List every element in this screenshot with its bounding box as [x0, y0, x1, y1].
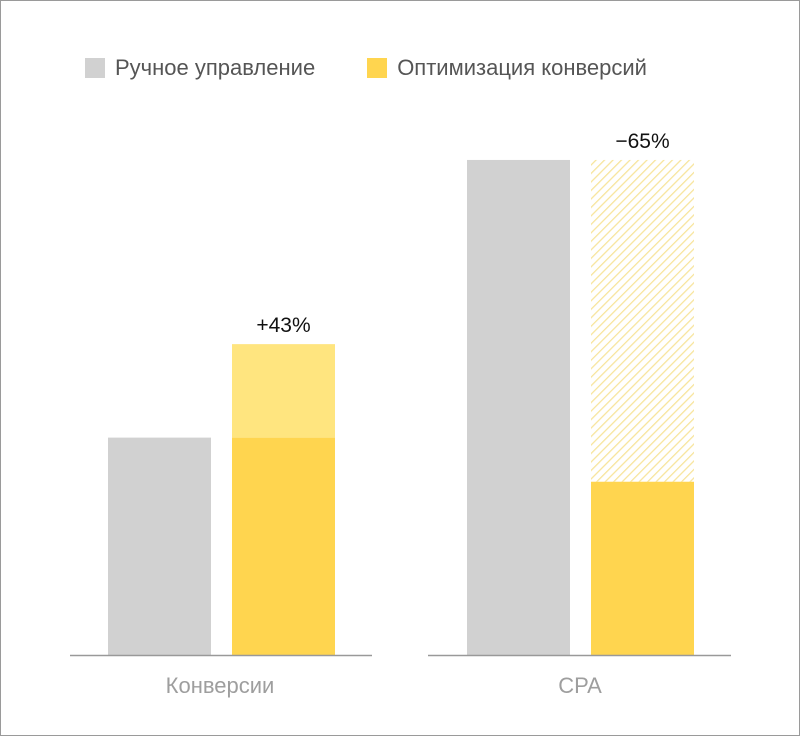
category-label-0: Конверсии: [166, 673, 275, 698]
bar-optimization-base-0: [232, 437, 335, 655]
change-label-0: +43%: [256, 314, 310, 337]
legend-label-manual: Ручное управление: [115, 55, 316, 80]
legend-label-optimization: Оптимизация конверсий: [397, 55, 647, 80]
legend-item-optimization: Оптимизация конверсий: [367, 55, 647, 81]
bar-manual-0: [108, 437, 211, 655]
legend-swatch-optimization: [367, 58, 388, 78]
category-label-1: CPA: [558, 673, 602, 698]
bar-optimization-1: [591, 481, 694, 655]
bar-optimization-gain-0: [232, 344, 335, 438]
legend: Ручное управление Оптимизация конверсий: [85, 55, 647, 81]
change-label-1: −65%: [615, 130, 669, 153]
legend-item-manual: Ручное управление: [85, 55, 315, 81]
bar-manual-1: [467, 159, 570, 655]
bar-optimization-reduction-1: [591, 159, 694, 482]
legend-swatch-manual: [85, 58, 105, 78]
